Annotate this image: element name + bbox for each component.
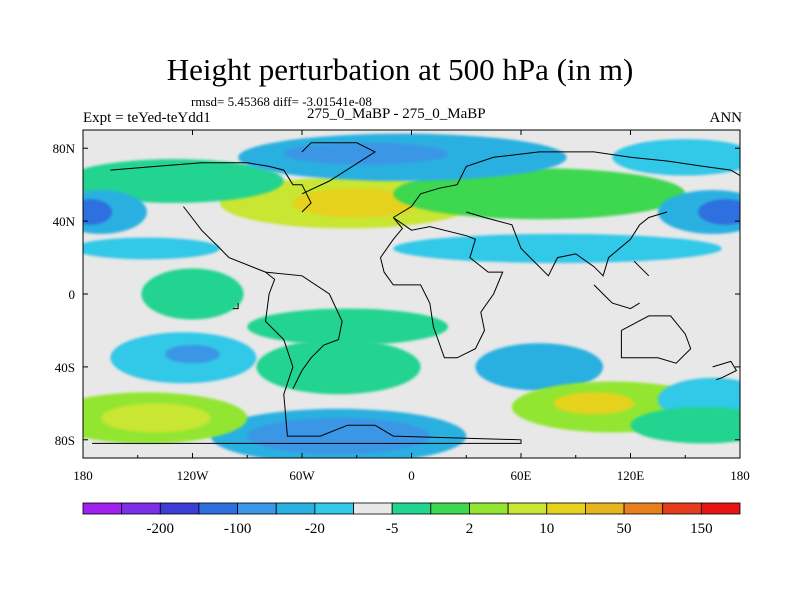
colorbar-swatch-13 [585,502,625,515]
x-tick-label-2: 60W [289,468,315,483]
anomaly-region-14 [247,308,448,346]
colorbar-swatch-5 [275,502,316,515]
x-tick-label-3: 0 [408,468,415,483]
coastline-1 [264,271,321,437]
coastline-4 [183,206,266,273]
colorbar-label-2: -20 [305,521,325,537]
colorbar-label-3: -5 [386,521,399,537]
anomaly-region-13 [141,268,244,320]
colorbar-swatch-15 [662,502,702,515]
season-label: ANN [709,110,743,126]
y-tick-label-0: 80N [53,141,76,156]
coastline-7 [393,151,740,218]
colorbar-swatch-6 [314,502,354,515]
x-tick-label-5: 120E [617,468,645,483]
colorbar-swatch-8 [391,502,432,515]
colorbar-label-5: 10 [539,521,554,537]
colorbar-swatch-14 [623,502,664,515]
period-label: 275_0_MaBP - 275_0_MaBP [307,106,486,122]
y-axis: 80N 40N 0 40S 80S [53,141,740,448]
colorbar-label-1: -100 [224,521,252,537]
colorbar-label-0: -200 [147,521,175,537]
y-tick-label-3: 40S [55,360,75,375]
stats-label: rmsd= 5.45368 diff= -3.01541e-08 [191,94,372,109]
y-tick-label-2: 0 [69,287,76,302]
anomaly-region-12 [83,237,220,260]
y-tick-label-1: 40N [53,214,76,229]
anomaly-fields [83,133,740,458]
coastlines [92,142,740,444]
colorbar-swatch-4 [237,502,277,515]
x-axis: 180 120W 60W 0 60E 120E 180 [73,130,750,483]
coastline-11 [593,284,640,310]
anomaly-region-17 [256,339,421,395]
anomaly-region-26 [630,406,740,444]
anomaly-region-24 [553,392,635,415]
coastline-9 [466,211,668,277]
anomaly-region-22 [101,403,211,433]
coastline-0 [232,303,239,310]
colorbar-swatch-11 [507,502,548,515]
coastline-10 [620,315,692,364]
anomaly-region-8 [698,199,740,225]
colorbar-label-7: 150 [690,521,713,537]
colorbar-swatch-10 [469,502,509,515]
x-tick-label-1: 120W [177,468,210,483]
x-tick-label-0: 180 [73,468,93,483]
colorbar-swatch-12 [546,502,586,515]
colorbar-swatch-9 [430,502,470,515]
coastline-13 [712,360,738,381]
colorbar-swatch-3 [198,502,238,515]
colorbar-swatch-1 [121,502,161,515]
colorbar: -200 -100 -20 -5 2 10 50 150 [82,502,741,537]
coastline-6 [301,142,377,195]
anomaly-region-1 [292,188,421,218]
coastline-5 [110,162,312,213]
anomaly-region-2 [393,168,686,220]
anomaly-region-5 [283,142,448,165]
anomaly-region-18 [475,343,604,391]
anomaly-region-16 [165,345,220,364]
anomaly-region-20 [247,417,430,455]
colorbar-label-6: 50 [617,521,632,537]
coastline-12 [633,260,650,277]
anomaly-region-11 [393,233,722,264]
chart-title: Height perturbation at 500 hPa (in m) [166,52,634,87]
colorbar-swatch-7 [353,502,393,515]
y-tick-label-4: 80S [55,433,75,448]
anomaly-region-10 [83,199,113,225]
anomaly-region-3 [83,159,284,203]
coastline-2 [92,424,522,444]
colorbar-swatch-2 [159,502,200,515]
colorbar-label-4: 2 [466,521,474,537]
x-tick-label-6: 180 [730,468,750,483]
x-tick-label-4: 60E [511,468,532,483]
colorbar-swatch-0 [82,502,123,515]
coastline-3 [265,271,343,390]
coastline-8 [379,217,504,359]
experiment-label: Expt = teYed-teYdd1 [83,110,211,126]
colorbar-swatch-16 [700,502,741,515]
anomaly-region-6 [612,139,740,176]
